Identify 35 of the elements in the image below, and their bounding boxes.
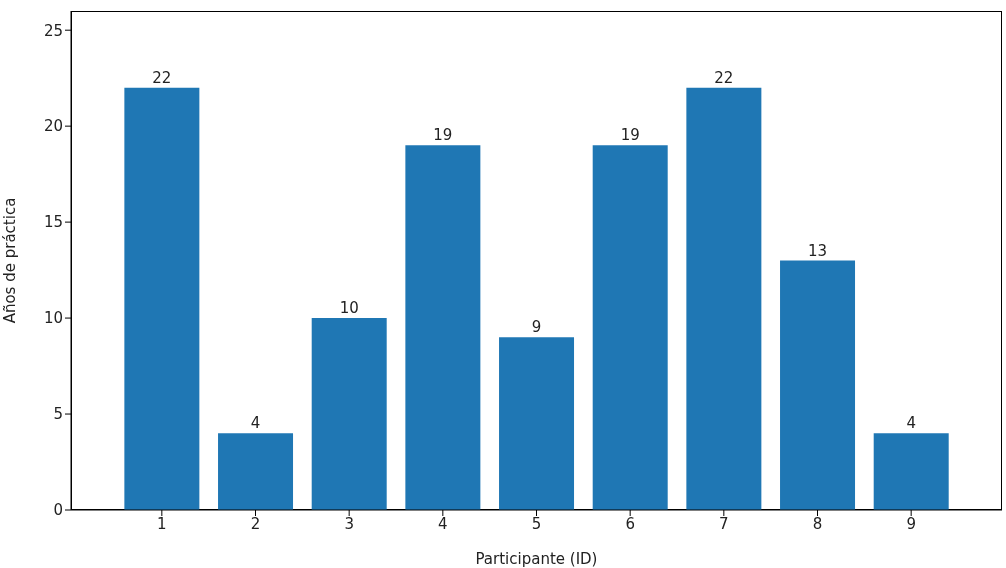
bar [499,337,575,510]
x-tick-label: 3 [344,514,354,533]
x-tick-label: 5 [531,514,542,533]
y-axis-title: Años de práctica [1,197,20,324]
bar [311,318,387,510]
y-tick-label: 15 [43,213,63,232]
bar [405,145,481,510]
x-tick-label: 6 [625,514,635,533]
data-label: 22 [152,68,172,87]
data-label: 19 [620,126,640,145]
bar [218,433,294,510]
data-label: 10 [339,299,359,318]
x-tick-label: 1 [157,514,167,533]
bar [592,145,668,510]
x-tick-label: 9 [906,514,916,533]
x-tick-label: 2 [250,514,261,533]
data-label: 19 [433,126,453,145]
x-tick-label: 8 [812,514,823,533]
y-tick-label: 0 [53,501,63,520]
data-label: 4 [250,414,261,433]
y-tick-label: 25 [43,21,63,40]
data-label: 13 [807,241,828,260]
x-tick-label: 4 [438,514,448,533]
data-label: 22 [714,68,734,87]
y-tick-label: 5 [53,405,63,424]
y-tick-label: 10 [43,309,63,328]
data-label: 4 [906,414,916,433]
data-label: 9 [531,318,542,337]
x-axis-title: Participante (ID) [475,550,598,568]
bar [780,260,856,510]
bar [686,87,762,510]
x-tick-label: 7 [719,514,729,533]
bar [873,433,949,510]
bar [124,87,200,510]
y-tick-label: 20 [43,117,63,136]
